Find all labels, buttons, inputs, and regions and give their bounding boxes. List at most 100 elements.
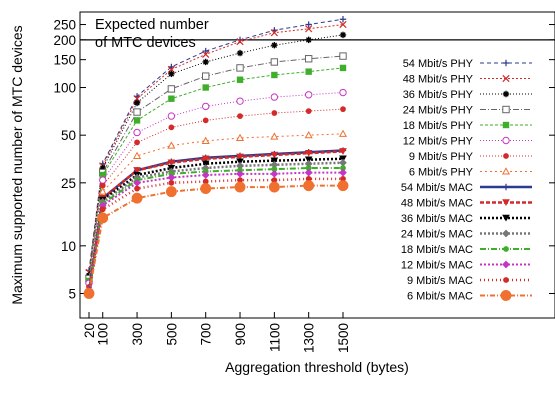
- legend-label: 48 Mbit/s PHY: [403, 74, 474, 86]
- data-point: [305, 68, 312, 75]
- legend-label: 54 Mbit/s PHY: [403, 58, 474, 70]
- data-point: [270, 132, 279, 140]
- data-point: [236, 162, 244, 170]
- data-point: [270, 151, 279, 159]
- data-point: [236, 37, 244, 46]
- data-point: [304, 130, 313, 139]
- data-point: [502, 90, 510, 98]
- legend-label: 18 Mbit/s PHY: [403, 120, 474, 132]
- legend-item: 6 Mbit/s PHY: [409, 167, 532, 179]
- series-5: [85, 88, 347, 287]
- data-point: [503, 246, 509, 252]
- data-point: [304, 159, 313, 168]
- x-tick-label: 300: [130, 323, 145, 346]
- data-point: [202, 117, 209, 124]
- legend-item: 9 Mbit/s PHY: [409, 151, 532, 163]
- data-point: [305, 108, 312, 114]
- data-point: [237, 177, 243, 184]
- y-tick-label: 5: [68, 286, 76, 301]
- data-point: [502, 199, 510, 207]
- data-point: [304, 156, 313, 164]
- data-point: [270, 58, 279, 66]
- data-point: [503, 277, 509, 283]
- data-point: [133, 167, 141, 174]
- data-point: [99, 206, 106, 213]
- legend-item: 18 Mbit/s PHY: [403, 120, 532, 132]
- legend-item: 12 Mbit/s MAC: [401, 260, 532, 272]
- data-point: [99, 164, 106, 172]
- data-point: [305, 165, 312, 171]
- data-point: [235, 133, 245, 142]
- y-tick-label: 150: [53, 53, 76, 68]
- data-point: [500, 290, 512, 301]
- series-15: [83, 180, 349, 299]
- legend-label: 12 Mbit/s MAC: [401, 260, 473, 272]
- data-point: [134, 139, 140, 146]
- data-point: [502, 74, 510, 83]
- data-point: [165, 186, 177, 198]
- legend-item: 24 Mbit/s MAC: [401, 229, 532, 241]
- data-point: [168, 179, 175, 186]
- data-point: [501, 167, 511, 175]
- data-point: [168, 95, 175, 102]
- y-tick-label: 10: [61, 239, 76, 254]
- legend-item: 6 Mbit/s MAC: [407, 290, 532, 303]
- data-point: [304, 55, 313, 63]
- legend-label: 9 Mbit/s PHY: [409, 151, 474, 163]
- data-point: [133, 117, 141, 124]
- data-point: [339, 158, 347, 167]
- data-point: [271, 166, 278, 173]
- data-point: [304, 149, 313, 157]
- data-point: [99, 171, 106, 179]
- data-point: [304, 168, 313, 177]
- data-point: [236, 169, 244, 178]
- legend-label: 36 Mbit/s PHY: [403, 89, 474, 101]
- data-point: [202, 47, 209, 55]
- annotation-line-1: Expected number: [95, 17, 209, 33]
- data-point: [305, 25, 313, 33]
- data-point: [133, 128, 141, 137]
- data-point: [339, 148, 347, 155]
- legend-label: 6 Mbit/s MAC: [407, 291, 473, 303]
- data-point: [201, 155, 210, 163]
- data-point: [98, 187, 107, 195]
- data-point: [271, 177, 278, 184]
- data-point: [270, 160, 279, 169]
- data-point: [167, 159, 176, 167]
- data-point: [131, 192, 143, 204]
- data-point: [305, 21, 312, 28]
- data-point: [234, 181, 246, 193]
- legend-item: 36 Mbit/s PHY: [403, 89, 532, 101]
- y-tick-label: 200: [53, 33, 76, 48]
- legend-label: 12 Mbit/s PHY: [403, 136, 474, 148]
- data-point: [502, 260, 510, 269]
- data-point: [167, 141, 176, 149]
- data-point: [502, 121, 510, 129]
- data-point: [270, 169, 279, 178]
- data-point: [168, 124, 175, 131]
- data-point: [339, 168, 347, 177]
- data-point: [168, 70, 175, 78]
- data-point: [236, 153, 244, 161]
- data-point: [271, 42, 278, 49]
- data-point: [337, 180, 349, 192]
- data-point: [201, 136, 210, 144]
- data-point: [133, 178, 141, 187]
- data-point: [305, 175, 312, 182]
- data-point: [83, 288, 95, 299]
- data-point: [200, 183, 212, 195]
- data-point: [99, 182, 106, 189]
- data-point: [340, 165, 346, 171]
- x-tick-label: 900: [233, 323, 248, 346]
- data-point: [303, 180, 315, 192]
- x-tick-label: 1500: [336, 323, 351, 353]
- data-point: [236, 49, 244, 57]
- x-tick-label: 500: [164, 323, 179, 346]
- data-point: [202, 50, 210, 58]
- data-point: [99, 176, 107, 184]
- data-point: [502, 229, 510, 238]
- legend-item: 24 Mbit/s PHY: [403, 105, 532, 117]
- data-point: [339, 20, 347, 29]
- data-point: [339, 16, 347, 23]
